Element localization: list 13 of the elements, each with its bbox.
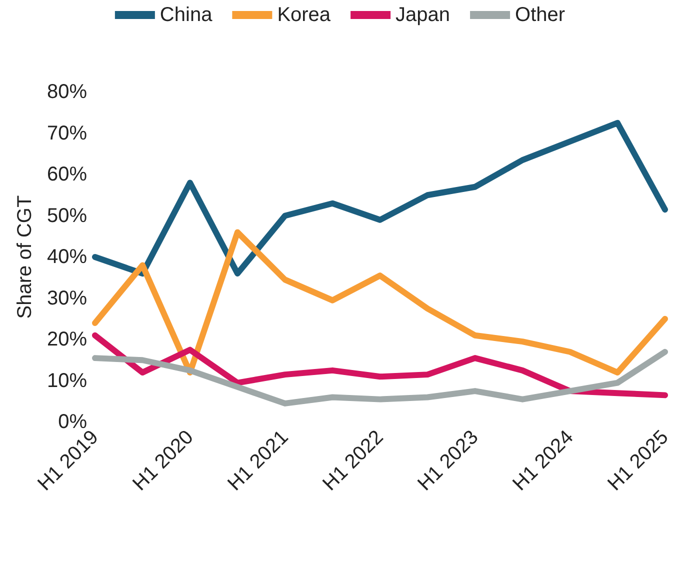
y-tick-label: 20%	[46, 328, 88, 350]
legend-label: Korea	[277, 4, 332, 26]
y-tick-label: 10%	[46, 370, 88, 392]
y-tick-label: 70%	[46, 122, 88, 144]
y-tick-label: 50%	[46, 204, 88, 227]
legend-label: China	[160, 4, 214, 26]
y-tick-label: 60%	[46, 164, 88, 186]
y-tick-label: 80%	[46, 81, 88, 103]
y-tick-label: 40%	[46, 246, 88, 268]
y-axis-title: Share of CGT	[14, 195, 36, 319]
y-tick-label: 30%	[46, 287, 88, 310]
legend-label: Japan	[396, 4, 450, 26]
legend-label: Other	[515, 4, 566, 26]
